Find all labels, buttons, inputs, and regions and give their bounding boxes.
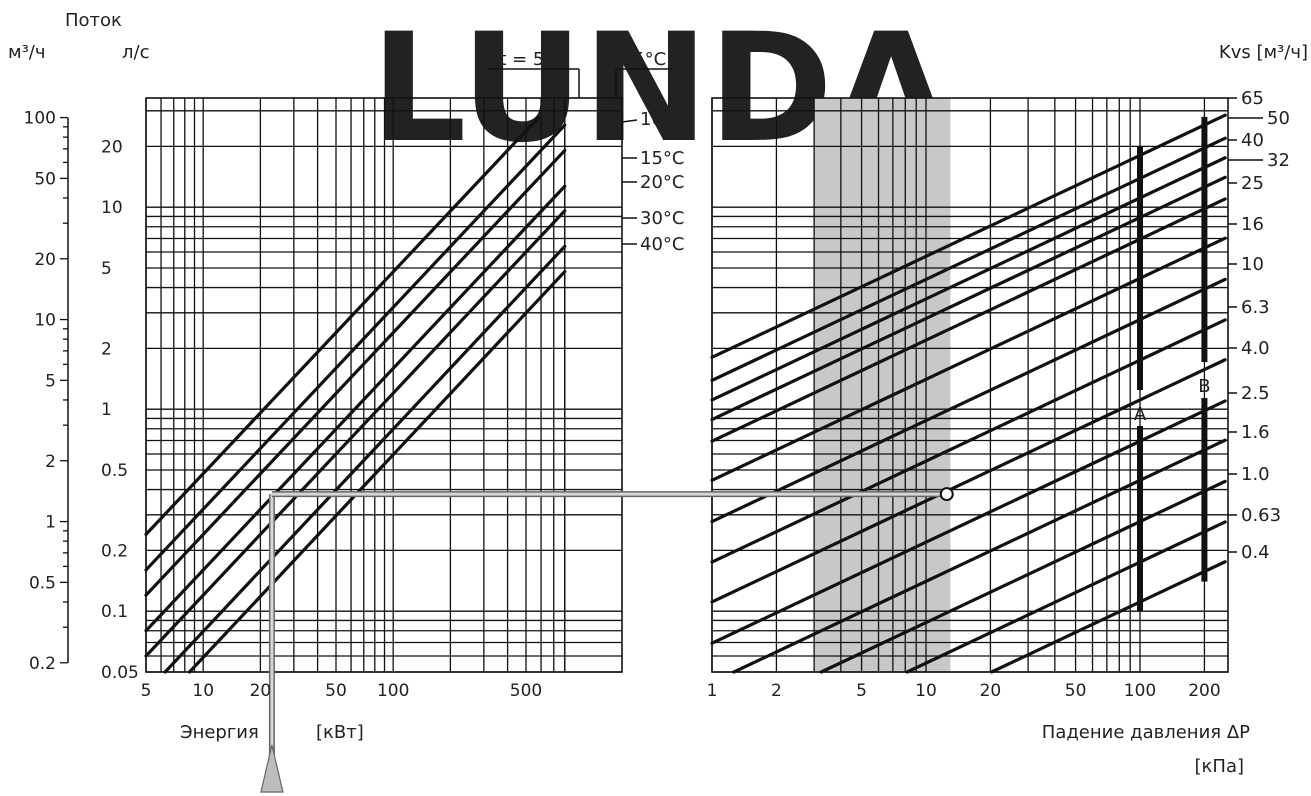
kvs-label: 2.5	[1241, 383, 1270, 404]
x-tick-label-energy: 5	[141, 681, 152, 701]
x-tick-label-pressure: 10	[915, 681, 937, 701]
y-tick-label-m3h: 10	[34, 311, 56, 331]
series-line-dt	[163, 244, 567, 674]
y-tick-label-m3h: 2	[45, 452, 56, 472]
kvs-label: 10	[1241, 254, 1264, 275]
marker-label: B	[1198, 376, 1210, 397]
series-line-dt	[144, 209, 567, 658]
x-tick-label-energy: 50	[325, 681, 347, 701]
series-line-kvs	[989, 560, 1227, 674]
y-tick-label-ls: 2	[101, 339, 112, 359]
y-tick-label-m3h: 50	[34, 169, 56, 189]
marker-label: A	[1134, 404, 1147, 425]
x-tick-label-pressure: 20	[980, 681, 1002, 701]
y-tick-label-ls: 0.2	[101, 541, 128, 561]
series-label: 7.5°C	[616, 49, 666, 70]
kvs-label: 0.63	[1241, 505, 1281, 526]
x-tick-label-pressure: 5	[856, 681, 867, 701]
series-label: 30°C	[640, 208, 684, 229]
x-tick-label-energy: 20	[250, 681, 272, 701]
y-tick-label-ls: 0.05	[101, 663, 139, 683]
y-tick-label-ls: 20	[101, 137, 123, 157]
x-axis-title-energy: Энергия	[180, 722, 259, 743]
series-line-kvs	[710, 236, 1227, 482]
y-tick-label-m3h: 0.5	[29, 573, 56, 593]
kvs-label: 25	[1241, 173, 1264, 194]
series-label: 20°C	[640, 172, 684, 193]
kvs-label: 65	[1241, 88, 1264, 109]
x-tick-label-pressure: 2	[771, 681, 782, 701]
series-label: 15°C	[640, 148, 684, 169]
series-line-kvs	[710, 156, 1227, 402]
x-tick-label-pressure: 200	[1188, 681, 1220, 701]
example-arrow	[260, 744, 284, 793]
series-line-dt	[144, 148, 567, 597]
y-tick-label-m3h: 1	[45, 513, 56, 533]
series-line-kvs	[710, 399, 1227, 645]
kvs-label: 0.4	[1241, 542, 1270, 563]
kvs-label: 16	[1241, 214, 1264, 235]
x-tick-label-energy: 100	[377, 681, 409, 701]
x-axis-unit-energy: [кВт]	[316, 722, 364, 743]
x-tick-label-energy: 500	[510, 681, 542, 701]
series-line-dt	[144, 123, 567, 572]
series-line-dt	[144, 184, 567, 633]
panel-border	[711, 97, 1229, 673]
kvs-label: 4.0	[1241, 338, 1270, 359]
x-axis-unit-pressure: [кПа]	[1195, 756, 1244, 777]
kvs-label: 32	[1267, 150, 1290, 171]
y-tick-label-ls: 5	[101, 259, 112, 279]
unit-ls-label: л/с	[122, 42, 149, 63]
label-leader	[621, 119, 638, 123]
kvs-label: 1.0	[1241, 464, 1270, 485]
kvs-label: 1.6	[1241, 422, 1270, 443]
y-tick-label-ls: 0.5	[101, 461, 128, 481]
series-line-dt	[187, 269, 567, 674]
y-tick-label-m3h: 20	[34, 250, 56, 270]
y-tick-label-ls: 0.1	[101, 602, 128, 622]
unit-m3h-label: м³/ч	[8, 42, 46, 63]
example-point	[939, 487, 954, 502]
x-tick-label-pressure: 100	[1124, 681, 1156, 701]
series-line-dt	[144, 116, 540, 536]
series-line-kvs	[819, 479, 1227, 674]
kvs-label: 50	[1267, 108, 1290, 129]
y-tick-label-m3h: 5	[45, 371, 56, 391]
series-line-kvs	[710, 277, 1227, 524]
x-tick-label-energy: 10	[192, 681, 214, 701]
x-tick-label-pressure: 1	[707, 681, 718, 701]
series-line-kvs	[710, 175, 1227, 422]
kvs-label: 6.3	[1241, 297, 1270, 318]
panel-border	[145, 97, 623, 673]
series-label: Δt = 5°C	[487, 49, 566, 70]
series-label: 40°C	[640, 234, 684, 255]
left-axis-title: Поток	[65, 10, 122, 31]
series-label: 10°C	[640, 109, 684, 130]
shaded-region	[814, 98, 951, 672]
kvs-label: 40	[1241, 130, 1264, 151]
y-tick-label-m3h: 100	[24, 109, 56, 129]
series-line-kvs	[710, 358, 1227, 604]
series-line-kvs	[905, 520, 1227, 674]
y-tick-label-ls: 1	[101, 400, 112, 420]
x-axis-title-pressure: Падение давления ΔP	[1042, 722, 1250, 743]
x-tick-label-pressure: 50	[1065, 681, 1087, 701]
series-line-kvs	[732, 438, 1227, 674]
y-tick-label-ls: 10	[101, 198, 123, 218]
kvs-axis-title: Kvs [м³/ч]	[1219, 42, 1308, 63]
y-tick-label-m3h: 0.2	[29, 654, 56, 674]
